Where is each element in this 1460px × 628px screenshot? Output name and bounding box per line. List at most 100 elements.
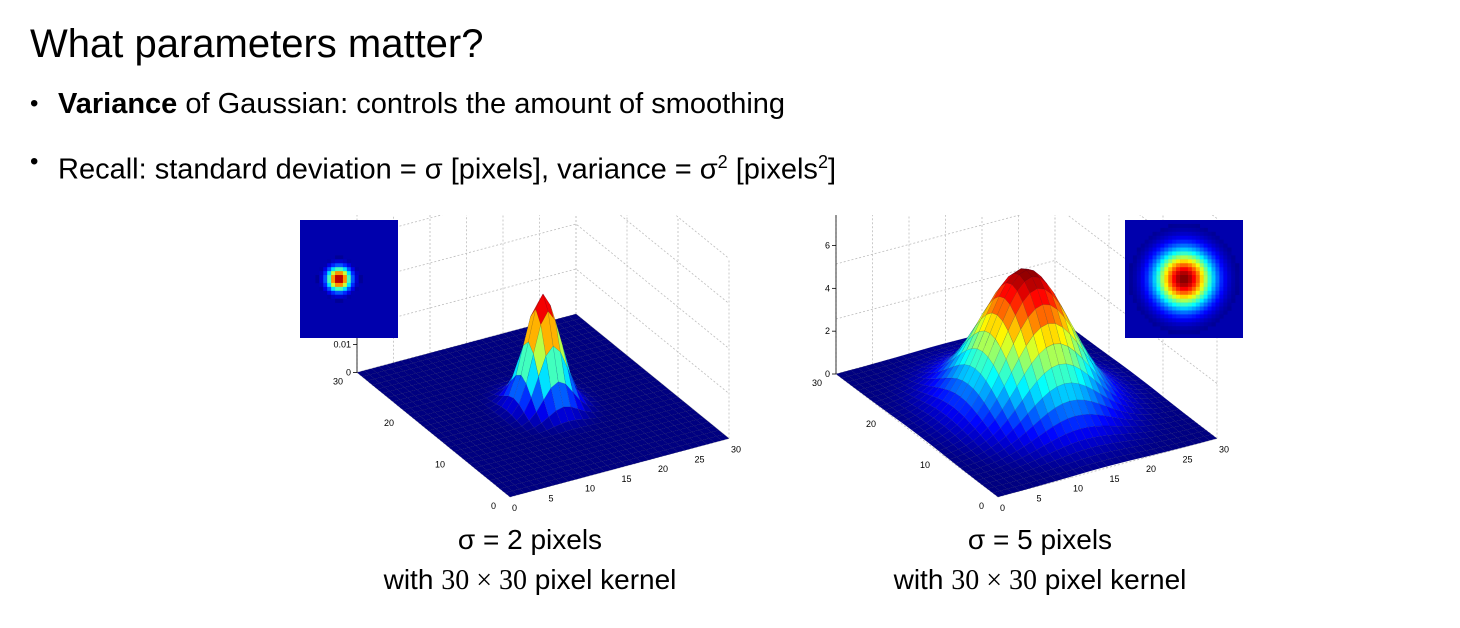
- heatmap-cell: [1227, 259, 1232, 264]
- heatmap-cell: [1176, 322, 1181, 327]
- heatmap-cell: [1136, 302, 1142, 307]
- heatmap-cell: [1164, 302, 1169, 307]
- heatmap-cell: [342, 286, 348, 292]
- heatmap-cell: [1172, 330, 1177, 335]
- heatmap-cell: [1160, 239, 1165, 244]
- heatmap-cell: [1215, 298, 1220, 303]
- heatmap-cell: [1168, 286, 1173, 292]
- heatmap-cell: [1187, 286, 1193, 292]
- heatmap-cell: [1148, 247, 1153, 252]
- heatmap-cell: [1211, 286, 1216, 292]
- heatmap-cell: [1152, 322, 1157, 327]
- heatmap-cell: [1164, 294, 1169, 299]
- heatmap-cell: [1160, 227, 1165, 233]
- heatmap-cell: [1164, 310, 1169, 315]
- heatmap-cell: [1207, 231, 1212, 237]
- surface-patch: [685, 409, 699, 416]
- heatmap-cell: [1176, 251, 1181, 256]
- heatmap-cell: [1195, 223, 1201, 229]
- heatmap-cell: [1184, 326, 1189, 331]
- heatmap-cell: [1156, 294, 1161, 299]
- heatmap-cell: [1140, 286, 1145, 292]
- surface-patch: [609, 346, 623, 354]
- heatmap-cell: [1132, 259, 1138, 264]
- surface-patch: [705, 425, 720, 433]
- surface-patch: [1085, 343, 1099, 350]
- heatmap-cell: [1199, 259, 1204, 264]
- heatmap-cell: [1172, 286, 1177, 292]
- heatmap-cell: [1132, 275, 1138, 280]
- x-tick-label: 0: [1000, 503, 1005, 513]
- heatmap-cell: [1195, 235, 1201, 240]
- heatmap-cell: [323, 263, 328, 268]
- heatmap-cell: [1180, 318, 1185, 323]
- heatmap-cell: [1168, 267, 1173, 272]
- heatmap-cell: [1136, 255, 1142, 260]
- heatmap-cell: [1207, 271, 1212, 276]
- heatmap-cell: [1215, 318, 1220, 323]
- heatmap-cell: [1227, 263, 1232, 268]
- heatmap-cell: [1187, 239, 1193, 244]
- heatmap-cell: [1223, 294, 1228, 299]
- x-tick-label: 5: [549, 493, 554, 503]
- heatmap-cell: [346, 263, 352, 268]
- heatmap-cell: [1191, 231, 1197, 237]
- heatmap-cell: [1152, 231, 1157, 237]
- heatmap-cell: [1140, 267, 1145, 272]
- heatmap-cell: [1144, 271, 1149, 276]
- heatmap-cell: [1148, 290, 1153, 296]
- heatmap-cell: [1211, 282, 1216, 288]
- heatmap-cell: [1231, 263, 1236, 268]
- heatmap-cell: [1195, 251, 1201, 256]
- heatmap-cell: [1132, 279, 1138, 284]
- heatmap-cell: [1144, 282, 1149, 288]
- heatmap-cell: [350, 271, 356, 276]
- heatmap-cell: [1180, 306, 1185, 311]
- heatmap-cell: [335, 290, 340, 296]
- heatmap-cell: [1136, 275, 1142, 280]
- heatmap-cell: [1191, 251, 1197, 256]
- heatmap-cell: [1227, 298, 1232, 303]
- heatmap-cell: [1172, 322, 1177, 327]
- heatmap-cell: [339, 267, 344, 272]
- heatmap-cell: [1164, 306, 1169, 311]
- grid-line: [1211, 215, 1218, 219]
- heatmap-cell: [1199, 279, 1204, 284]
- heatmap-cell: [1180, 310, 1185, 315]
- heatmap-cell: [1223, 267, 1228, 272]
- heatmap-cell: [1191, 223, 1197, 229]
- heatmap-cell: [331, 267, 336, 272]
- y-tick-label: 10: [920, 460, 930, 470]
- heatmap-cell: [1164, 231, 1169, 237]
- surface-patch: [624, 359, 638, 366]
- heatmap-cell: [315, 279, 320, 284]
- surface-patch: [1095, 351, 1110, 358]
- heatmap-cell: [1168, 259, 1173, 264]
- heatmap-cell: [1231, 298, 1236, 303]
- heatmap-cell: [1164, 314, 1169, 319]
- heatmap-cell: [331, 263, 336, 268]
- heatmap-cell: [1207, 286, 1212, 292]
- heatmap-cell: [1148, 310, 1153, 315]
- heatmap-cell: [1160, 247, 1165, 252]
- heatmap-cell: [1168, 247, 1173, 252]
- heatmap-cell: [1195, 286, 1201, 292]
- heatmap-cell: [1136, 298, 1142, 303]
- heatmap-cell: [1160, 275, 1165, 280]
- heatmap-cell: [1235, 267, 1240, 272]
- heatmap-cell: [1144, 298, 1149, 303]
- heatmap-cell: [1215, 282, 1220, 288]
- heatmap-cell: [1191, 310, 1197, 315]
- heatmap-cell: [1211, 290, 1216, 296]
- surface-patch: [573, 317, 587, 325]
- heatmap-cell: [1215, 239, 1220, 244]
- heatmap-cell: [323, 279, 328, 284]
- heatmap-cell: [1227, 279, 1232, 284]
- heatmap-cell: [1207, 263, 1212, 268]
- heatmap-cell: [1187, 235, 1193, 240]
- heatmap-cell: [1184, 255, 1189, 260]
- heatmap-cell: [1195, 255, 1201, 260]
- heatmap-cell: [319, 282, 324, 288]
- heatmap-cell: [1160, 290, 1165, 296]
- x-tick-label: 15: [1110, 474, 1120, 484]
